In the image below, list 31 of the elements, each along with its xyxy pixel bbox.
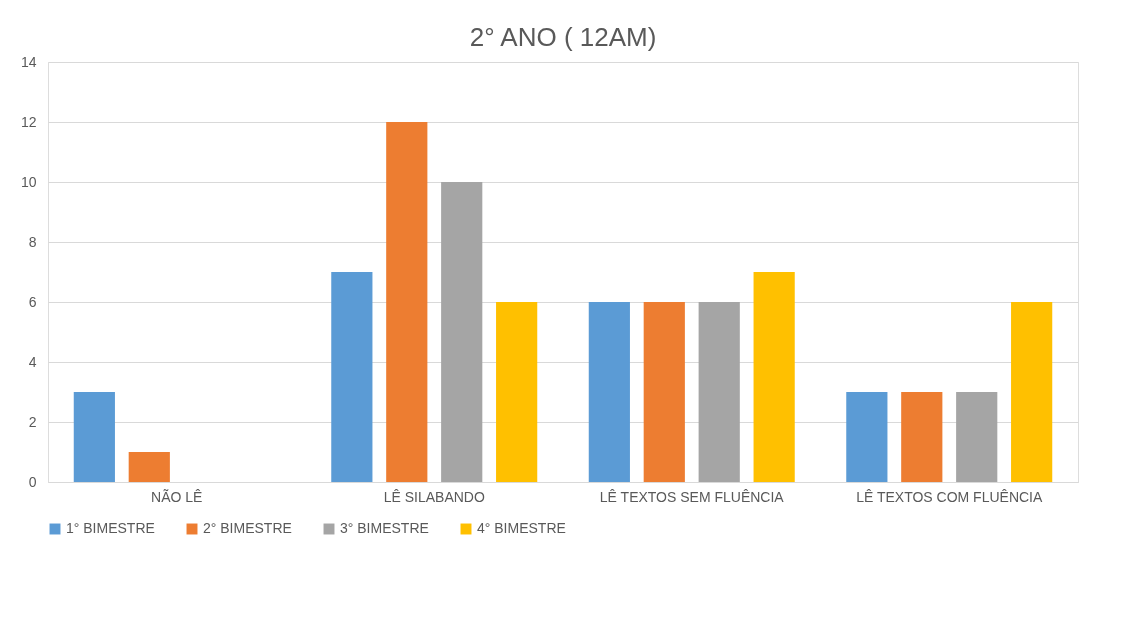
- bar: [331, 272, 373, 482]
- bar: [956, 392, 998, 482]
- chart-title: 2° ANO ( 12AM): [469, 22, 657, 52]
- x-tick-label: LÊ SILABANDO: [383, 488, 485, 505]
- legend-label: 4° BIMESTRE: [477, 520, 566, 536]
- legend-label: 1° BIMESTRE: [66, 520, 155, 536]
- bar: [496, 302, 538, 482]
- bar: [128, 452, 170, 482]
- x-tick-label: NÃO LÊ: [151, 488, 203, 505]
- bar: [386, 122, 428, 482]
- bar: [901, 392, 943, 482]
- bar: [698, 302, 740, 482]
- y-tick-label: 12: [20, 113, 37, 130]
- y-tick-label: 10: [20, 173, 37, 190]
- bar: [643, 302, 685, 482]
- bar: [73, 392, 115, 482]
- legend-label: 3° BIMESTRE: [340, 520, 429, 536]
- bar: [441, 182, 483, 482]
- bar: [846, 392, 888, 482]
- y-tick-label: 8: [28, 233, 37, 250]
- y-tick-label: 14: [20, 53, 37, 70]
- x-tick-label: LÊ TEXTOS COM FLUÊNCIA: [856, 488, 1043, 505]
- x-tick-label: LÊ TEXTOS SEM FLUÊNCIA: [599, 488, 785, 505]
- bar: [753, 272, 795, 482]
- y-tick-label: 2: [28, 413, 37, 430]
- y-tick-label: 6: [28, 293, 37, 310]
- bar: [1011, 302, 1053, 482]
- y-tick-label: 4: [28, 353, 37, 370]
- y-tick-label: 0: [28, 473, 37, 490]
- bar: [588, 302, 630, 482]
- legend-label: 2° BIMESTRE: [203, 520, 292, 536]
